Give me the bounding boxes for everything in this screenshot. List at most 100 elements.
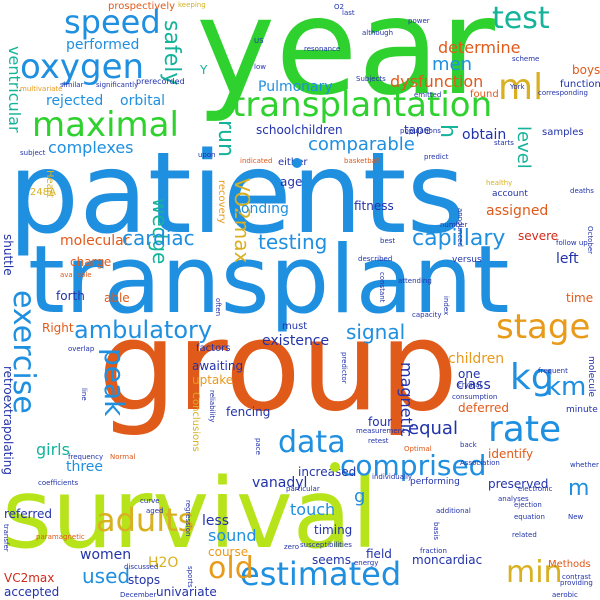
word-field: field xyxy=(366,547,392,561)
word-power: power xyxy=(408,17,430,25)
word-contrast: contrast xyxy=(562,573,591,581)
word-magnetic: magnetic xyxy=(397,362,416,438)
word-increased: increased xyxy=(298,465,357,479)
word-transplantation: transplantation xyxy=(232,85,493,125)
word-frequency: frequency xyxy=(68,453,104,461)
word-October: October xyxy=(586,226,594,255)
word-four: four xyxy=(368,415,393,429)
word-Normal: Normal xyxy=(110,453,136,461)
word-populations: populations xyxy=(400,127,441,135)
word-univariate: univariate xyxy=(156,585,217,599)
word-sports: sports xyxy=(186,566,194,588)
word-test: test xyxy=(492,1,550,36)
word-prospectively: prospectively xyxy=(108,1,176,12)
word-upon: upon xyxy=(198,151,216,159)
word-must: must xyxy=(282,321,308,332)
word-timing: timing xyxy=(314,523,353,537)
word-molecular: molecular xyxy=(60,233,130,249)
word-crystal: crystal xyxy=(458,381,482,389)
word-susceptibilities: susceptibilities xyxy=(300,541,352,549)
word-age: age xyxy=(280,175,303,189)
word-transfer: transfer xyxy=(2,524,10,552)
word-equal: equal xyxy=(408,418,458,439)
word-energy: energy xyxy=(354,559,379,567)
word-coefficients: coefficients xyxy=(38,479,79,487)
word-individually: individually xyxy=(372,473,413,481)
word-exercise: exercise xyxy=(6,290,41,414)
word-course: course xyxy=(208,545,249,559)
word-versus: versus xyxy=(452,255,482,265)
word-VO2max: VO2max xyxy=(230,178,254,264)
word-fencing: fencing xyxy=(226,405,271,419)
word-complexes: complexes xyxy=(48,138,134,157)
word-adults: adults xyxy=(96,501,195,539)
word-factors: factors xyxy=(196,343,231,354)
word-New: New xyxy=(568,513,584,521)
word-left: left xyxy=(556,251,579,267)
word-time: time xyxy=(566,291,594,305)
word-fraction: fraction xyxy=(420,547,447,555)
word-scheme: scheme xyxy=(512,55,540,63)
word-kg: kg xyxy=(510,357,554,398)
word-assigned: assigned xyxy=(486,203,549,219)
word-forth: forth xyxy=(56,289,85,303)
word-stops: stops xyxy=(128,573,161,587)
word-moncardiac: moncardiac xyxy=(412,553,483,567)
word-sound: sound xyxy=(208,526,257,545)
word-similar: similar xyxy=(60,81,84,89)
dot-center-2 xyxy=(330,462,340,472)
word-comprised: comprised xyxy=(340,449,487,482)
word-ml: ml xyxy=(498,67,544,108)
word-starts: starts xyxy=(494,139,514,147)
word-molecule: molecule xyxy=(586,356,596,398)
word-identify: identify xyxy=(488,447,534,461)
word-one: one xyxy=(458,367,481,381)
word-km: km xyxy=(546,372,587,402)
word-emitted: emitted xyxy=(414,91,442,99)
word-minute: minute xyxy=(566,405,598,415)
word-dysfunction: dysfunction xyxy=(390,72,484,91)
word-available: available xyxy=(60,271,92,279)
word-pace: pace xyxy=(254,438,262,455)
word-conclusions: Conclusions xyxy=(190,392,201,452)
word-predict: predict xyxy=(424,153,449,161)
word-Heart: Heart xyxy=(44,170,55,198)
word-overlap: overlap xyxy=(68,345,95,353)
word-shuttle: shuttle xyxy=(1,234,15,276)
word-obtain: obtain xyxy=(462,127,507,143)
word-referred: referred xyxy=(4,507,53,521)
word-men: men xyxy=(432,54,473,75)
word-aged: aged xyxy=(146,507,164,515)
word-tape: tape xyxy=(404,123,432,137)
word-basketball: basketball xyxy=(344,157,380,165)
word-severe: severe xyxy=(518,229,559,243)
word-Y: Y xyxy=(200,63,208,77)
word-uptake: uptake xyxy=(192,373,234,387)
word-particular: particular xyxy=(286,485,320,493)
word-retest: retest xyxy=(368,437,389,445)
word-level: level xyxy=(513,126,534,169)
word-orbital: orbital xyxy=(120,93,166,109)
word-recovery: recovery xyxy=(216,180,227,224)
word-account: account xyxy=(492,189,528,199)
word-prerecorded: prerecorded xyxy=(136,77,185,86)
word-additional: additional xyxy=(436,507,471,515)
word-cardiac: cardiac xyxy=(122,226,195,250)
word-oxygen: oxygen xyxy=(20,47,145,87)
word-measurement: measurement xyxy=(356,427,405,435)
word-seems: seems xyxy=(312,553,351,567)
word-Subjects: Subjects xyxy=(356,75,386,83)
word-peak: peak xyxy=(98,348,131,417)
word-248A: 248A xyxy=(30,187,56,198)
word-performed: performed xyxy=(66,37,140,53)
word-attending: attending xyxy=(398,277,432,285)
word-three: three xyxy=(66,459,104,475)
word-stage: stage xyxy=(496,307,591,347)
word-run: run xyxy=(213,120,238,157)
word-estimated: estimated xyxy=(240,555,402,593)
word-H2O: H2O xyxy=(148,555,179,571)
word-keeping: keeping xyxy=(178,1,206,9)
word-low: low xyxy=(254,63,266,71)
word-US: US xyxy=(254,37,264,45)
word-constant: constant xyxy=(378,272,386,303)
